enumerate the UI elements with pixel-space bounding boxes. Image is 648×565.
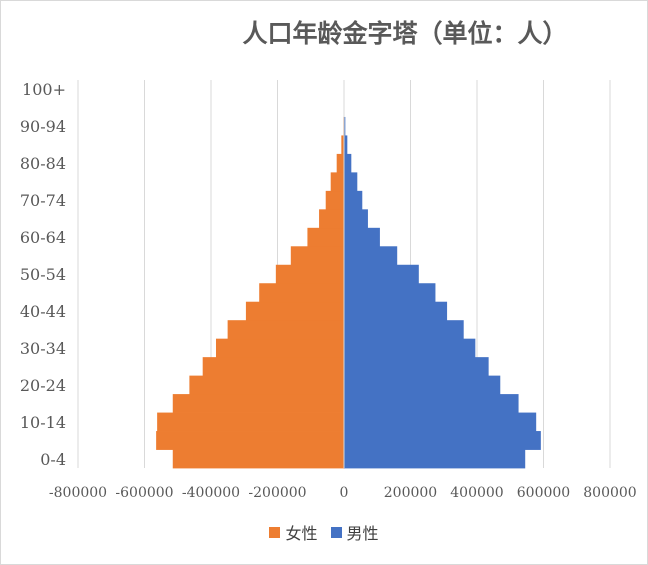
legend-item-male: 男性 [330, 520, 379, 544]
bar-male [344, 116, 346, 136]
y-tick-label: 0-4 [40, 450, 66, 469]
bar-female [325, 190, 344, 210]
x-tick-label: 600000 [517, 485, 570, 501]
x-tick-label: 400000 [450, 485, 503, 501]
x-tick-label: -200000 [248, 485, 306, 501]
bar-female [227, 320, 344, 340]
legend-label-male: 男性 [346, 524, 379, 543]
bar-male [344, 209, 368, 229]
y-tick-label: 30-34 [20, 339, 66, 358]
bar-male [344, 227, 380, 247]
legend-item-female: 女性 [269, 520, 317, 544]
bar-female [341, 135, 344, 155]
bar-male [344, 264, 419, 284]
bar-male [344, 357, 489, 377]
bar-male [344, 246, 398, 266]
bar-female [157, 412, 344, 432]
x-tick-label: 0 [340, 485, 349, 501]
y-tick-label: 10-14 [20, 413, 66, 432]
bar-female [189, 375, 344, 395]
bar-female [202, 357, 344, 377]
y-tick-label: 40-44 [20, 302, 66, 321]
bar-male [344, 283, 436, 303]
y-tick-label: 60-64 [20, 228, 66, 247]
bar-male [344, 449, 526, 469]
bar-male [344, 153, 352, 173]
bar-female [330, 172, 344, 192]
bar-female [245, 301, 344, 321]
y-tick-label: 90-94 [20, 117, 66, 136]
x-tick-label: -400000 [182, 485, 240, 501]
legend-swatch-male [330, 526, 342, 538]
bar-male [344, 431, 541, 450]
bar-female [307, 227, 344, 247]
bar-female [319, 209, 344, 229]
y-tick-label: 20-24 [20, 376, 66, 395]
y-tick-label: 100+ [22, 80, 66, 99]
bar-female [172, 449, 344, 469]
bar-female [215, 338, 344, 358]
bar-female [275, 264, 344, 284]
y-tick-label: 80-84 [20, 154, 66, 173]
x-tick-label: -600000 [115, 485, 173, 501]
y-tick-label: 70-74 [20, 191, 66, 210]
pyramid-chart: 0-4 10-14 20-24 30-34 40-44 50-54 60-64 70-74 80… [20, 80, 637, 501]
legend-label-female: 女性 [285, 524, 318, 543]
chart-title: 人口年龄金字塔（单位：人） [242, 19, 568, 48]
bar-female [172, 394, 344, 413]
bar-male [344, 338, 476, 358]
bar-female [259, 283, 344, 303]
legend: 女性 男性 [0, 520, 648, 544]
bar-male [344, 320, 464, 340]
bar-female [290, 246, 344, 266]
bar-male [344, 412, 537, 432]
bar-male [344, 190, 363, 210]
bar-male [344, 375, 501, 395]
bar-female [336, 153, 344, 173]
bar-male [344, 172, 358, 192]
bar-female [156, 431, 344, 450]
bar-male [344, 394, 519, 413]
bar-male [344, 301, 448, 321]
x-tick-label: 200000 [384, 485, 437, 501]
bar-male [344, 135, 348, 155]
legend-swatch-female [269, 526, 281, 538]
x-tick-label: -800000 [49, 485, 107, 501]
y-tick-label: 50-54 [20, 265, 66, 284]
x-tick-label: 800000 [583, 485, 636, 501]
